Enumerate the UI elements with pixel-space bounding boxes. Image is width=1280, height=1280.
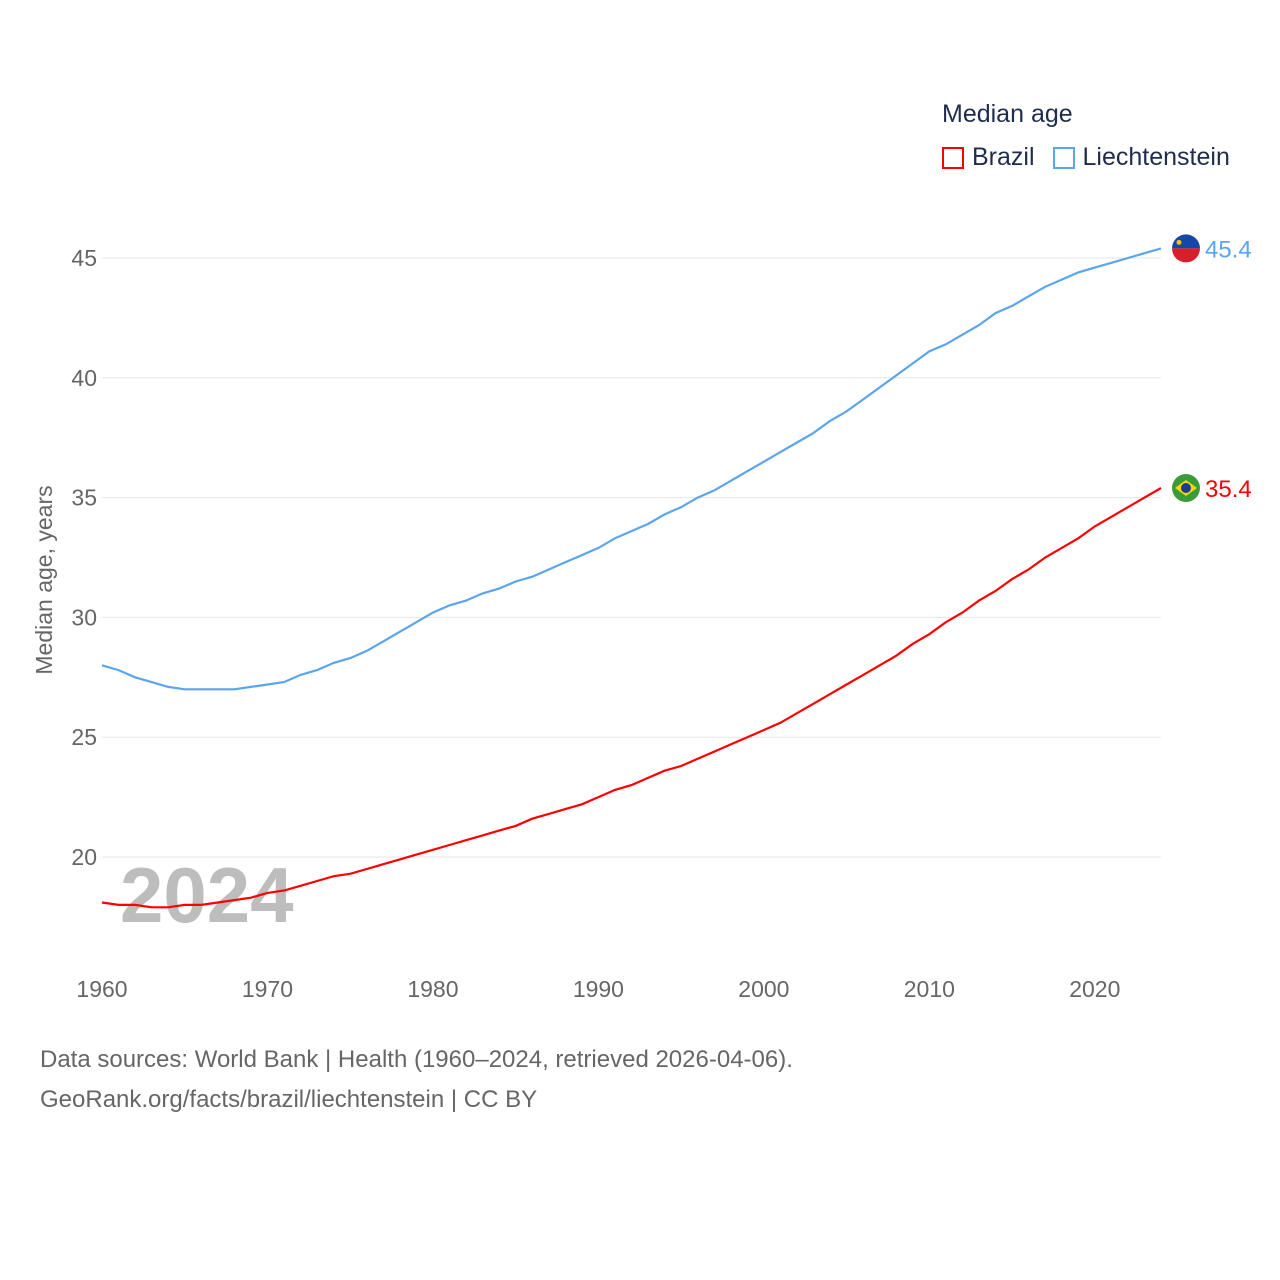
x-tick-label: 2020 (1069, 976, 1120, 1002)
x-tick-label: 1980 (407, 976, 458, 1002)
y-tick-label: 40 (71, 365, 97, 391)
x-tick-label: 1960 (76, 976, 127, 1002)
x-tick-label: 2010 (904, 976, 955, 1002)
series-line-brazil (101, 487, 1162, 909)
y-tick-label: 45 (71, 245, 97, 271)
end-value-liechtenstein: 45.4 (1205, 236, 1252, 263)
legend-swatch-liechtenstein (1052, 146, 1075, 169)
y-tick-label: 30 (71, 604, 97, 630)
x-tick-label: 2000 (738, 976, 789, 1002)
liechtenstein-flag-icon (1172, 234, 1200, 263)
series-line-liechtenstein (101, 247, 1162, 691)
legend: Brazil Liechtenstein (942, 143, 1230, 172)
legend-label-brazil[interactable]: Brazil (972, 143, 1035, 171)
y-axis-label: Median age, years (31, 485, 57, 674)
brazil-flag-icon (1172, 474, 1200, 503)
x-tick-label: 1990 (573, 976, 624, 1002)
year-watermark: 2024 (120, 851, 294, 939)
data-source: Data sources: World Bank | Health (1960–… (40, 1046, 793, 1073)
y-tick-label: 35 (71, 485, 97, 511)
legend-swatch-brazil (942, 146, 964, 169)
y-tick-label: 20 (71, 844, 97, 870)
source-link[interactable]: GeoRank.org/facts/brazil/liechtenstein |… (40, 1086, 538, 1113)
legend-title: Median age (942, 100, 1073, 128)
legend-label-liechtenstein[interactable]: Liechtenstein (1082, 143, 1230, 171)
x-tick-label: 1970 (242, 976, 293, 1002)
end-value-brazil: 35.4 (1205, 476, 1252, 503)
y-tick-label: 25 (71, 724, 97, 750)
